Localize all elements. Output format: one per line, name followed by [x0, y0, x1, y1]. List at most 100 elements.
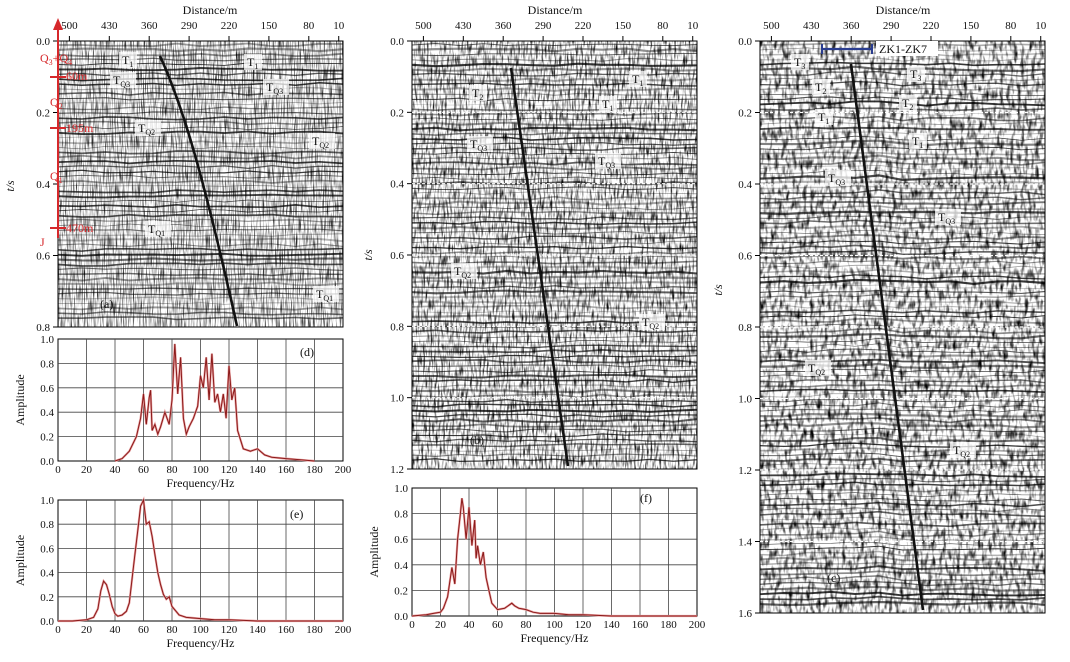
x-tick-label: 40 — [464, 619, 476, 631]
seismic-event — [411, 423, 698, 428]
seismic-event — [759, 352, 1046, 358]
y-tick-label: 1.2 — [738, 465, 752, 477]
seismic-event — [57, 154, 344, 160]
seismic-event — [759, 80, 1046, 87]
x-tick-label: 150 — [963, 20, 980, 32]
seismic-event — [411, 195, 698, 201]
x-tick-label: 360 — [843, 20, 860, 32]
x-tick-label: 180 — [306, 624, 323, 636]
y-tick-label: 0.8 — [40, 358, 54, 370]
seismic-event — [759, 472, 1046, 478]
reflector-label-bg — [244, 54, 262, 70]
seismic-event — [759, 293, 1046, 299]
panel-b-y-ticks: 0.0 0.2 0.4 0.6 0.8 1.0 1.2 — [390, 36, 412, 476]
seismic-event — [411, 438, 698, 443]
seismic-event — [759, 562, 1046, 567]
y-tick-label: 0.2 — [390, 107, 404, 119]
y-tick-label: 1.6 — [738, 608, 752, 620]
seismic-event — [411, 220, 698, 226]
x-tick-label: 10 — [1035, 20, 1047, 32]
seismic-event — [57, 91, 344, 96]
reflector-label-bg — [595, 153, 621, 169]
x-tick-label: 200 — [689, 619, 706, 631]
x-tick-label: 20 — [435, 619, 447, 631]
seismic-event — [411, 240, 698, 245]
y-tick-label: 0.4 — [390, 179, 404, 191]
seismic-event — [411, 62, 698, 68]
spectrum-panel-label: (e) — [290, 507, 303, 521]
seismic-event — [57, 145, 344, 150]
panel-a-y-ticks: 0.0 0.2 0.4 0.6 0.8 — [36, 36, 58, 334]
reflector-label: T2 — [902, 96, 913, 112]
reflector-label: T1 — [912, 134, 923, 150]
seismic-event — [411, 304, 698, 310]
reflector-label: T2 — [815, 80, 826, 96]
reflector-label-bg — [812, 79, 830, 95]
seismic-event — [759, 501, 1046, 508]
seismic-event — [759, 91, 1046, 97]
x-tick-label: 10 — [687, 20, 699, 32]
seismic-event — [411, 334, 698, 339]
seismic-event — [57, 223, 344, 228]
seismic-event — [411, 121, 698, 127]
seismic-event — [759, 585, 1046, 592]
seismic-event — [759, 215, 1046, 220]
seismic-event — [57, 130, 344, 136]
panel-c: Distance/m 500 430 360 290 220 150 80 10 ZK1-ZK… — [711, 3, 1047, 620]
spectrum-x-title: Frequency/Hz — [521, 631, 589, 645]
reflector-label-bg — [110, 72, 136, 88]
seismic-event — [57, 150, 344, 155]
reflector-label: T1 — [818, 110, 829, 126]
seismic-event — [759, 205, 1046, 211]
seismic-event — [759, 327, 1046, 335]
y-tick-label: 0.6 — [390, 250, 404, 262]
reflector-label: TQ3 — [828, 171, 845, 187]
y-tick-label: 0.2 — [394, 585, 408, 597]
x-tick-label: 220 — [221, 20, 238, 32]
x-tick-label: 200 — [335, 464, 352, 476]
reflector-label: TQ1 — [316, 287, 333, 303]
seismic-event — [759, 249, 1046, 256]
seismic-event — [411, 398, 698, 403]
seismic-event — [57, 267, 344, 271]
reflector-label-bg — [469, 85, 487, 101]
panel-a-texture — [58, 41, 343, 327]
seismic-event — [412, 448, 698, 452]
x-tick-label: 140 — [249, 464, 266, 476]
seismic-event — [759, 570, 1046, 577]
seismic-event — [759, 492, 1046, 498]
panel-b-horizons — [411, 43, 698, 463]
y-tick-label: 0.2 — [40, 432, 54, 444]
reflector-label: TQ3 — [938, 210, 955, 226]
strata-depth-60m: 60m — [66, 69, 88, 83]
y-tick-label: 0.6 — [40, 383, 54, 395]
seismic-event — [57, 179, 344, 184]
panel-b-x-title: Distance/m — [528, 3, 583, 17]
x-tick-label: 150 — [615, 20, 632, 32]
reflector-label-bg — [309, 133, 335, 149]
panel-a: Distance/m 500 430 360 290 220 150 80 10 (a) t/… — [3, 3, 345, 334]
seismic-event — [759, 278, 1046, 285]
y-tick-label: 0.0 — [36, 36, 50, 48]
x-tick-label: 60 — [138, 624, 150, 636]
x-tick-label: 140 — [603, 619, 620, 631]
reflector-label-bg — [899, 95, 917, 111]
seismic-event — [57, 72, 344, 77]
y-tick-label: 0.2 — [36, 108, 50, 120]
seismic-event — [411, 111, 698, 117]
seismic-event — [411, 126, 698, 132]
y-tick-label: 0.0 — [738, 36, 752, 48]
seismic-event — [759, 595, 1046, 601]
x-tick-label: 160 — [632, 619, 649, 631]
x-tick-label: 360 — [495, 20, 512, 32]
seismic-event — [759, 154, 1046, 162]
y-tick-label: 0.2 — [40, 592, 54, 604]
seismic-event — [57, 97, 344, 101]
x-tick-label: 180 — [660, 619, 677, 631]
reflector-label-bg — [263, 79, 289, 95]
seismic-event — [759, 521, 1045, 528]
seismic-event — [411, 428, 698, 433]
seismic-event — [57, 67, 344, 72]
seismic-event — [411, 53, 697, 56]
seismic-event — [759, 52, 1046, 58]
